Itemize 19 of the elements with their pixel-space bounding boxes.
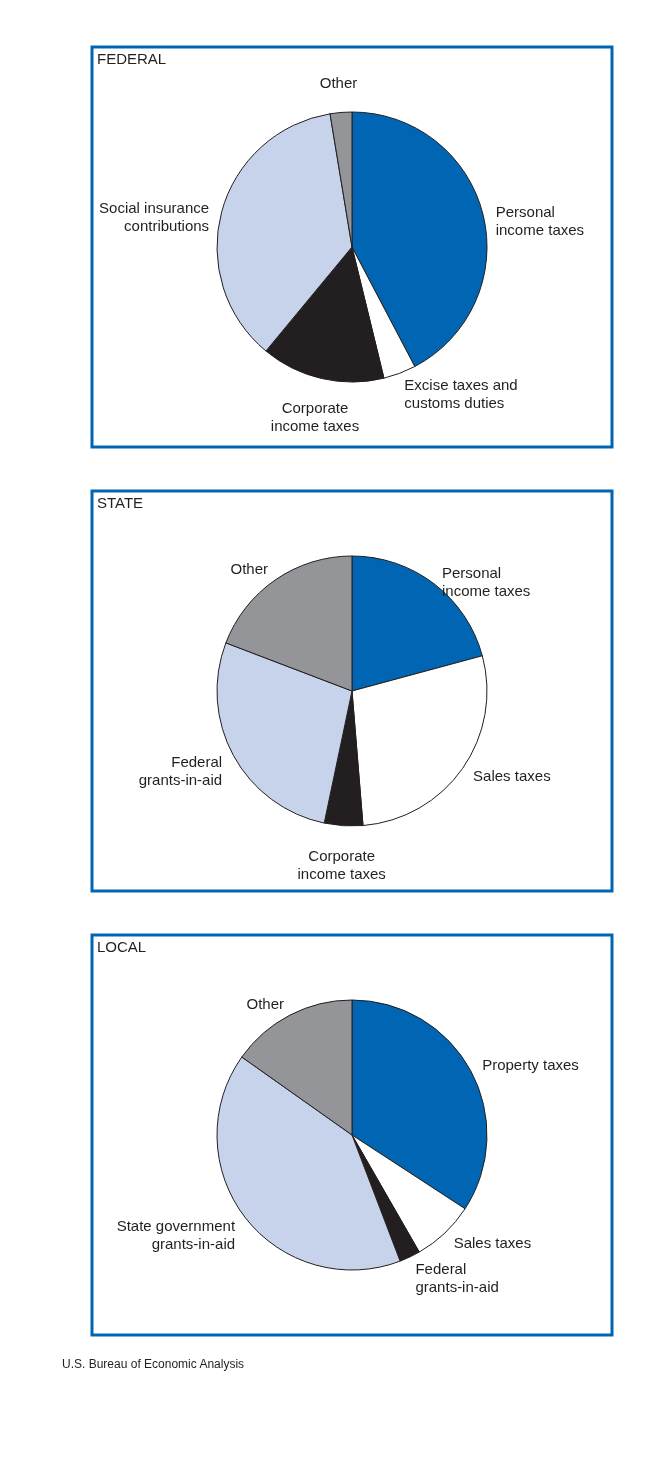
slice-label: State government grants-in-aid [116,1216,236,1252]
slice-label: Other [319,73,358,91]
slice-label: Personal income taxes [441,564,531,600]
slice-label: Excise taxes and customs duties [404,376,518,412]
slice-label: Social insurance contributions [99,199,210,235]
chart-title: LOCAL [97,938,147,955]
slice-label: Federal grants-in-aid [138,752,223,788]
slice-label: Sales taxes [453,1233,532,1251]
slice-label: Corporate income taxes [297,846,386,882]
chart-title: FEDERAL [97,50,167,67]
slice-label: Other [246,994,284,1012]
slice-label: Sales taxes [473,767,551,785]
slice-label: Corporate income taxes [270,398,360,434]
text: U.S. Bureau of Economic Analysis [62,1356,245,1371]
slice-label: Personal income taxes [495,202,585,238]
chart-title: STATE [97,494,144,511]
slice-label: Federal grants-in-aid [415,1259,499,1295]
slice-label: Other [230,560,269,578]
slice-label: Property taxes [482,1055,579,1073]
